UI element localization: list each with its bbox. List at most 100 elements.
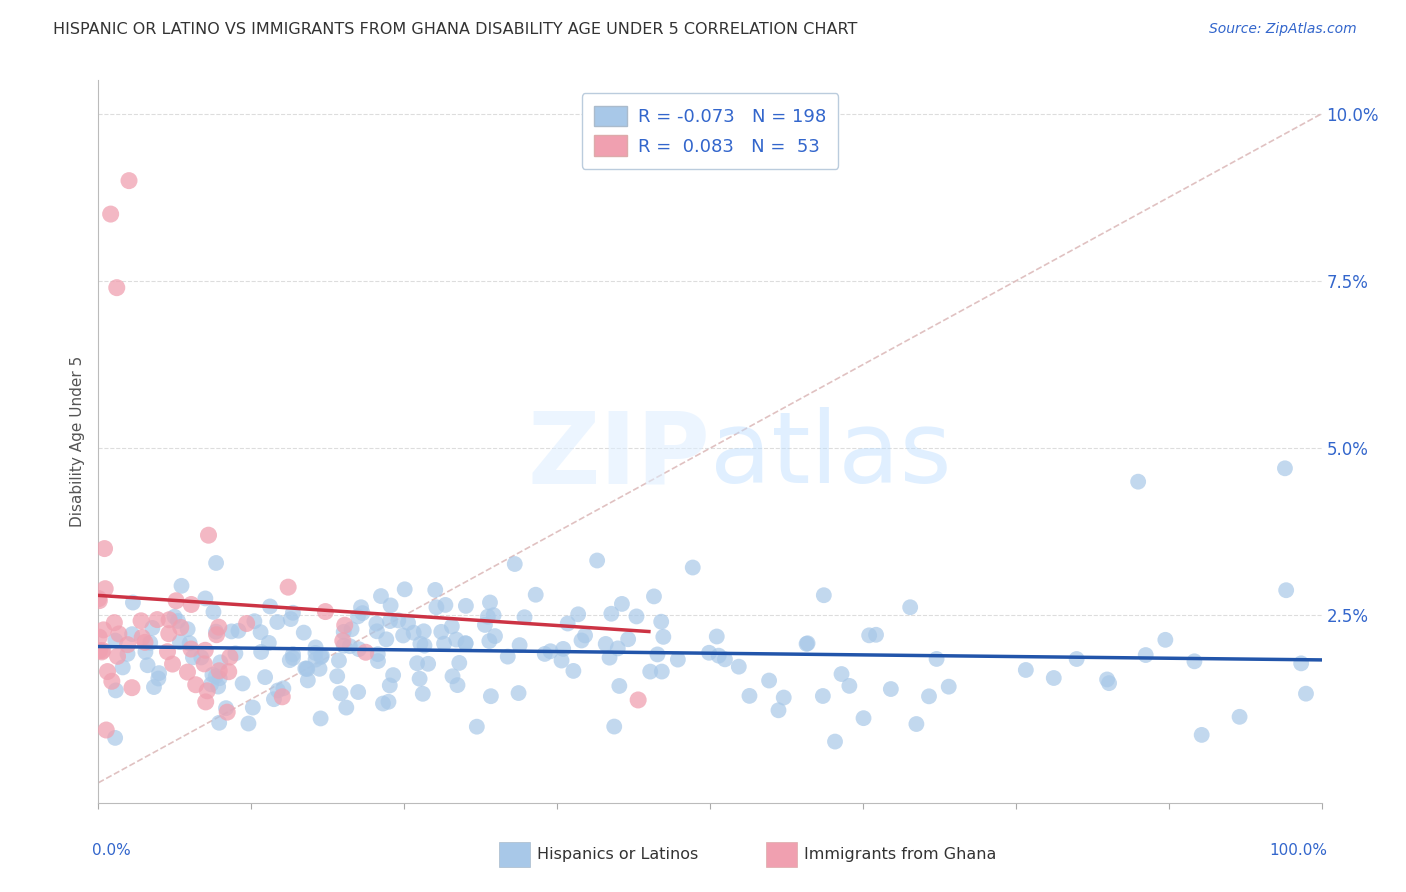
Text: ZIP: ZIP [527,408,710,505]
Point [281,606,304,620]
Point [607,679,630,693]
Point [87,591,110,606]
Point [134,635,156,649]
Point [104,683,127,698]
Point [394,582,416,597]
Point [350,600,373,615]
Point [162,657,184,671]
Point [647,648,669,662]
Point [121,627,143,641]
Point [308,662,330,676]
Point [482,608,505,623]
Point [281,647,304,661]
Point [852,711,875,725]
Point [107,649,129,664]
Point [1289,657,1312,671]
Point [727,659,749,673]
Point [413,639,436,653]
Point [181,650,204,665]
Point [831,667,853,681]
Point [474,618,496,632]
Point [273,681,295,696]
Point [382,668,405,682]
Point [627,693,650,707]
Point [292,625,315,640]
Point [235,616,257,631]
Point [434,598,457,612]
Point [180,642,202,657]
Text: Source: ZipAtlas.com: Source: ZipAtlas.com [1209,22,1357,37]
Point [477,609,499,624]
Point [465,720,488,734]
Point [309,711,332,725]
Point [190,650,212,665]
Point [574,628,596,642]
Point [371,697,394,711]
Point [332,633,354,648]
Point [454,636,477,650]
Point [294,662,316,676]
Point [378,678,401,692]
Point [148,672,170,686]
Point [278,653,301,667]
Point [176,622,198,636]
Point [454,599,477,613]
Point [280,612,302,626]
Point [925,652,948,666]
Point [209,656,232,670]
Point [304,652,326,666]
Point [340,622,363,636]
Point [267,683,290,698]
Point [259,599,281,614]
Point [339,639,361,653]
Point [905,717,928,731]
Point [184,678,207,692]
Point [1066,652,1088,666]
Point [134,645,156,659]
Point [347,609,370,624]
Point [440,619,463,633]
Point [824,734,846,748]
Point [513,610,536,624]
Point [838,679,860,693]
Point [328,654,350,668]
Point [606,641,628,656]
Point [352,606,374,620]
Point [1095,673,1118,687]
Point [478,634,501,648]
Point [571,633,593,648]
Point [738,689,761,703]
Point [91,643,114,657]
Point [430,624,453,639]
Point [224,647,246,661]
Point [557,616,579,631]
Text: 0.0%: 0.0% [93,843,131,857]
Point [396,615,419,630]
Point [651,665,673,679]
Point [811,689,834,703]
Text: Hispanics or Latinos: Hispanics or Latinos [537,847,699,862]
Point [143,680,166,694]
Point [202,605,225,619]
Legend: R = -0.073   N = 198, R =  0.083   N =  53: R = -0.073 N = 198, R = 0.083 N = 53 [582,93,838,169]
Point [347,685,370,699]
Point [865,628,887,642]
Point [347,642,370,657]
Point [139,636,162,650]
Point [197,528,219,542]
Point [96,665,118,679]
Point [195,683,218,698]
Point [163,609,186,624]
Point [408,672,430,686]
Point [332,624,354,639]
Point [215,701,238,715]
Point [1229,710,1251,724]
Point [238,716,260,731]
Point [1042,671,1064,685]
Point [180,598,202,612]
Point [409,637,432,651]
Point [567,607,589,622]
Point [242,700,264,714]
Point [446,632,468,647]
Point [714,652,737,666]
